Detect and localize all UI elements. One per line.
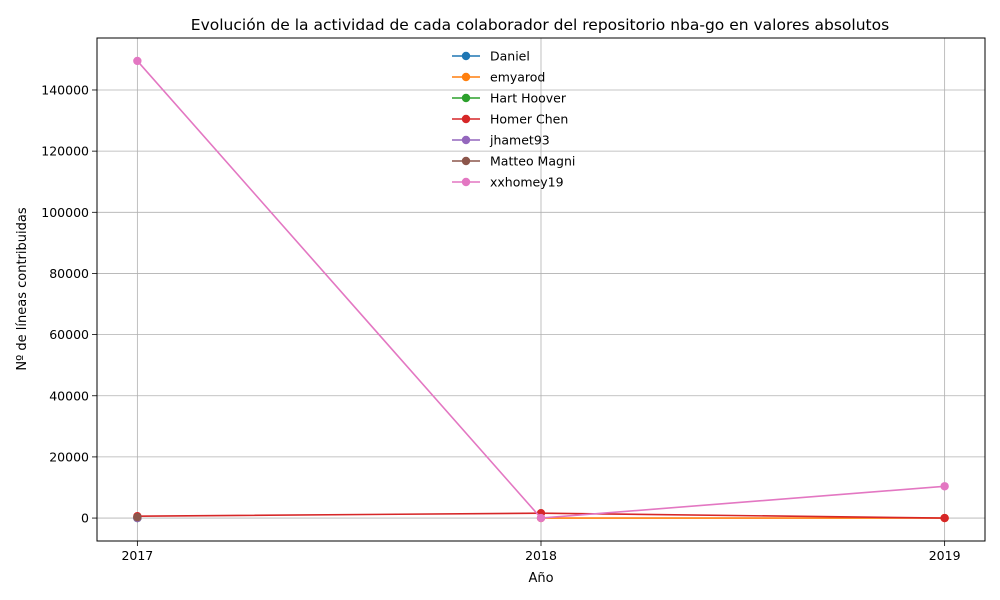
data-point xyxy=(940,482,949,491)
x-tick-label: 2019 xyxy=(929,548,961,563)
legend-label: Hart Hoover xyxy=(490,91,567,106)
y-tick-label: 140000 xyxy=(41,82,89,97)
y-tick-label: 80000 xyxy=(49,266,89,281)
series-matteo-magni xyxy=(133,512,142,522)
chart-title: Evolución de la actividad de cada colabo… xyxy=(191,16,889,34)
data-point xyxy=(536,513,546,523)
grid xyxy=(97,38,985,541)
legend-label: xxhomey19 xyxy=(490,175,564,190)
legend-item: jhamet93 xyxy=(452,133,550,148)
y-axis-label: Nº de líneas contribuidas xyxy=(15,207,30,370)
legend-item: Daniel xyxy=(452,49,530,64)
legend-item: Matteo Magni xyxy=(452,154,575,169)
legend-label: Matteo Magni xyxy=(490,154,575,169)
legend-swatch-marker xyxy=(461,114,471,124)
y-tick-label: 0 xyxy=(81,511,89,526)
y-tick-label: 100000 xyxy=(41,205,89,220)
legend-swatch-marker xyxy=(461,72,471,82)
legend-item: xxhomey19 xyxy=(452,175,564,190)
legend-swatch-marker xyxy=(461,93,471,103)
legend-item: Homer Chen xyxy=(452,112,568,127)
series-xxhomey19 xyxy=(133,56,949,523)
legend-swatch-marker xyxy=(461,51,471,61)
legend-item: Hart Hoover xyxy=(452,91,567,106)
x-tick-label: 2018 xyxy=(525,548,557,563)
data-point xyxy=(940,513,949,523)
legend-swatch-marker xyxy=(461,135,471,145)
legend-item: emyarod xyxy=(452,70,545,85)
y-tick-label: 120000 xyxy=(41,144,89,159)
legend-label: emyarod xyxy=(490,70,545,85)
legend-label: Daniel xyxy=(490,49,530,64)
legend-swatch-marker xyxy=(461,177,471,187)
legend: Daniel emyarod Hart Hoover Homer Chen jhamet… xyxy=(452,49,575,190)
legend-swatch-marker xyxy=(461,156,471,166)
legend-label: Homer Chen xyxy=(490,112,568,127)
x-tick-label: 2017 xyxy=(121,548,153,563)
x-axis-label: Año xyxy=(528,571,553,586)
data-point xyxy=(133,512,142,522)
y-tick-label: 40000 xyxy=(49,388,89,403)
series-lines xyxy=(133,56,949,523)
axis-ticks: 2017 2018 2019 0 20000 40000 60000 80000 100000 1… xyxy=(41,82,960,563)
data-point xyxy=(133,56,142,66)
y-tick-label: 60000 xyxy=(49,327,89,342)
y-tick-label: 20000 xyxy=(49,449,89,464)
legend-label: jhamet93 xyxy=(489,133,550,148)
